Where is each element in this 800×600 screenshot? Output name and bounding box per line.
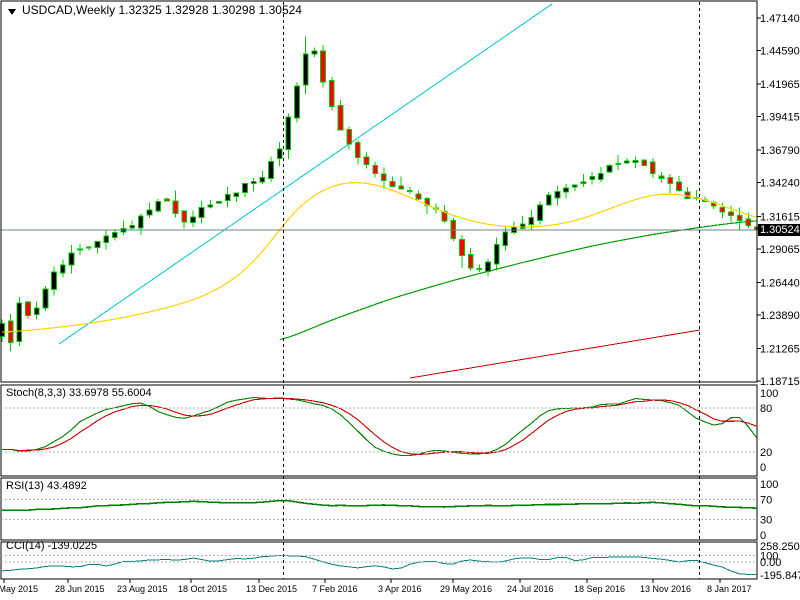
svg-text:1.41965: 1.41965 [760,79,800,91]
svg-text:20: 20 [760,447,772,459]
svg-text:80: 80 [760,403,772,415]
svg-text:3 Apr 2016: 3 Apr 2016 [378,584,422,594]
svg-text:24 Jul 2016: 24 Jul 2016 [507,584,554,594]
svg-text:USDCAD,Weekly 1.32325 1.3292: USDCAD,Weekly 1.32325 1.32928 1.30298 1.… [22,3,302,17]
svg-text:0: 0 [760,462,766,474]
svg-text:-195.8479: -195.8479 [760,570,800,582]
svg-text:1.36790: 1.36790 [760,145,800,157]
svg-text:RSI(13) 43.4892: RSI(13) 43.4892 [6,480,87,492]
svg-text:1.23890: 1.23890 [760,310,800,322]
svg-text:13 Nov 2016: 13 Nov 2016 [640,584,691,594]
svg-text:1.21265: 1.21265 [760,343,800,355]
svg-text:30: 30 [760,515,772,527]
svg-text:1.44590: 1.44590 [760,46,800,58]
svg-text:CCI(14) -139.0225: CCI(14) -139.0225 [6,540,97,552]
svg-text:7 Feb 2016: 7 Feb 2016 [312,584,358,594]
svg-text:1.29065: 1.29065 [760,244,800,256]
svg-text:1.18715: 1.18715 [760,376,800,388]
svg-text:1.34240: 1.34240 [760,178,800,190]
svg-text:1.31615: 1.31615 [760,211,800,223]
svg-text:0.00: 0.00 [760,557,781,569]
svg-text:100: 100 [760,479,778,491]
svg-text:3 May 2015: 3 May 2015 [0,584,38,594]
svg-text:13 Dec 2015: 13 Dec 2015 [246,584,297,594]
svg-text:18 Sep 2016: 18 Sep 2016 [574,584,625,594]
svg-text:8 Jan 2017: 8 Jan 2017 [707,584,752,594]
svg-text:18 Oct 2015: 18 Oct 2015 [178,584,227,594]
svg-text:Stoch(8,3,3) 33.6978 55.6004: Stoch(8,3,3) 33.6978 55.6004 [6,387,152,399]
svg-text:23 Aug 2015: 23 Aug 2015 [117,584,168,594]
svg-text:29 May 2016: 29 May 2016 [440,584,492,594]
svg-text:1.30524: 1.30524 [760,224,800,236]
svg-text:70: 70 [760,494,772,506]
svg-text:1.39415: 1.39415 [760,112,800,124]
svg-text:28 Jun 2015: 28 Jun 2015 [55,584,105,594]
svg-text:100: 100 [760,388,778,400]
svg-text:1.26440: 1.26440 [760,277,800,289]
svg-text:1.47140: 1.47140 [760,13,800,25]
